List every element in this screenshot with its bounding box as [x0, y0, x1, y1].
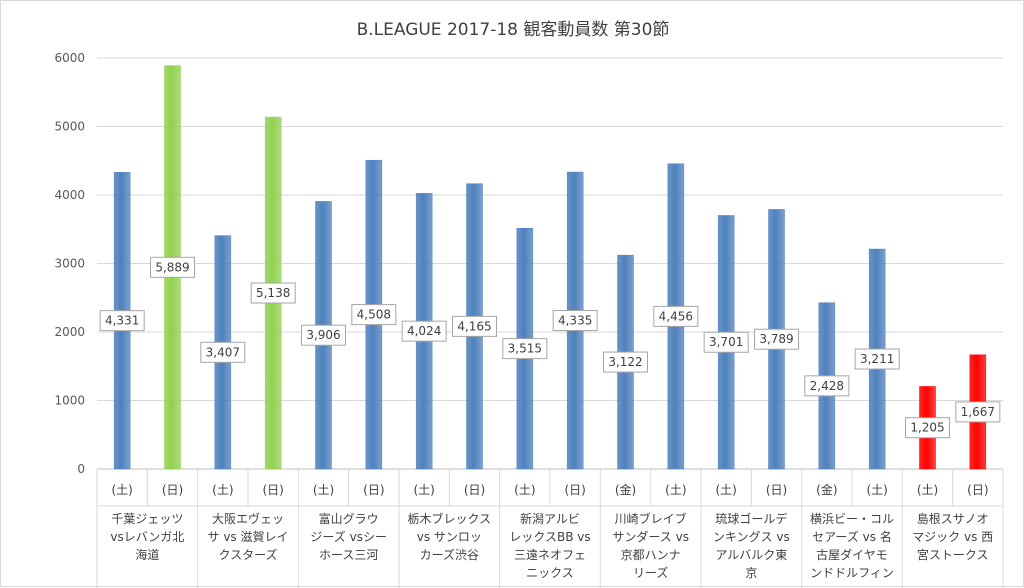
day-label: (土) — [715, 483, 736, 497]
data-label-box — [703, 331, 749, 353]
data-label-box — [351, 304, 397, 326]
matchup-label: 古屋ダイヤモ — [816, 547, 888, 562]
matchup-label: マジック vs 西 — [912, 530, 993, 544]
data-label: 3,122 — [608, 355, 642, 369]
data-label-box — [955, 401, 1001, 423]
matchup-label: 海道 — [135, 547, 159, 562]
matchup-label: リーズ — [633, 565, 668, 580]
day-label: (日) — [564, 483, 585, 497]
day-label: (土) — [866, 483, 887, 497]
day-label: (金) — [816, 482, 837, 497]
matchup-label: ンドドルフィン — [810, 566, 894, 580]
data-label-box — [804, 375, 850, 397]
matchup-label: 島根スサノオ — [917, 511, 989, 526]
matchup-label: 新潟アルビ — [520, 511, 580, 526]
matchup-label: ホース三河 — [319, 548, 378, 562]
data-label: 3,407 — [206, 345, 240, 359]
data-label: 4,165 — [457, 319, 491, 333]
data-label: 3,789 — [759, 332, 793, 346]
data-label: 4,024 — [407, 324, 441, 338]
data-label: 4,456 — [659, 309, 693, 323]
matchup-label: サンダース vs — [612, 529, 689, 544]
matchup-label: vsレバンガ北 — [110, 530, 184, 544]
y-tick-label: 5000 — [54, 120, 85, 134]
data-label: 2,428 — [810, 379, 844, 393]
matchup-label: 横浜ビー・コル — [810, 512, 894, 526]
data-label-box — [200, 341, 246, 363]
matchup-label: レックスBB vs — [509, 530, 590, 544]
day-label: (金) — [615, 482, 636, 497]
day-label: (土) — [514, 483, 535, 497]
y-tick-label: 1000 — [54, 394, 85, 408]
data-label-box — [99, 310, 145, 332]
matchup-label: ンキングス vs — [713, 530, 790, 544]
matchup-label: 三遠ネオフェ — [514, 548, 586, 562]
data-label: 3,211 — [860, 352, 894, 366]
matchup-label: 宮ストークス — [917, 547, 989, 562]
matchup-label: 琉球ゴールデ — [715, 511, 787, 526]
day-label: (土) — [111, 483, 132, 497]
day-label: (日) — [363, 483, 384, 497]
data-label-box — [452, 315, 497, 337]
data-label: 5,889 — [155, 260, 189, 274]
data-label: 4,331 — [105, 314, 139, 328]
data-labels: 4,331 5,889 3,407 5,138 3,906 4,508 4,024 4,165… — [99, 256, 1001, 439]
data-label-box — [502, 338, 548, 360]
day-label: (土) — [665, 483, 686, 497]
matchup-label: 富山グラウ — [319, 511, 379, 526]
day-label: (土) — [212, 483, 233, 497]
matchup-label: 栃木ブレックス — [408, 511, 492, 526]
day-label: (日) — [766, 483, 787, 497]
gridlines — [97, 57, 1003, 470]
day-label: (日) — [262, 483, 283, 497]
matchup-label: サ vs 滋賀レイ — [208, 530, 289, 544]
matchup-label: クスターズ — [218, 547, 277, 562]
data-label-box — [250, 282, 296, 304]
matchup-label: 京 — [745, 566, 757, 580]
chart-title: B.LEAGUE 2017-18 観客動員数 第30節 — [357, 20, 670, 40]
data-label: 4,335 — [558, 314, 592, 328]
data-label: 4,508 — [357, 308, 391, 322]
data-label: 3,701 — [709, 335, 743, 349]
y-tick-label: 0 — [77, 462, 85, 476]
data-label-box — [653, 305, 699, 327]
matchup-label: ジーズ vsシー — [310, 529, 387, 544]
matchup-label: 京都ハンナ — [621, 548, 681, 562]
matchup-label: 千葉ジェッツ — [111, 512, 183, 526]
y-tick-label: 2000 — [54, 325, 85, 339]
data-label: 1,667 — [961, 405, 995, 419]
matchup-label: 川崎ブレイブ — [615, 511, 687, 526]
y-axis-ticks: 0 1000 2000 3000 4000 5000 6000 — [54, 51, 85, 476]
data-label-box — [854, 348, 900, 370]
day-label: (日) — [162, 483, 183, 497]
data-label-box — [301, 324, 346, 346]
data-label-box — [552, 310, 598, 332]
data-label-box — [603, 351, 648, 373]
matchup-label: 大阪エヴェッ — [212, 511, 284, 526]
y-tick-label: 3000 — [54, 257, 85, 271]
day-label: (土) — [917, 483, 938, 497]
matchup-label: セアーズ vs 名 — [812, 529, 892, 544]
y-tick-label: 4000 — [54, 188, 85, 202]
data-label: 5,138 — [256, 286, 290, 300]
data-label-box — [401, 320, 447, 342]
matchup-label: vs サンロッ — [417, 530, 482, 544]
data-label-box — [754, 328, 799, 350]
y-tick-label: 6000 — [54, 51, 85, 65]
day-label: (日) — [967, 483, 988, 497]
data-label: 1,205 — [910, 421, 944, 435]
day-label: (日) — [464, 483, 485, 497]
day-label: (土) — [413, 483, 434, 497]
x-axis: (土) (日) (土) (日) (土) (日) (土) (日) (土) (日) (金) (土) (土) (… — [96, 469, 1004, 588]
data-label-box — [150, 256, 195, 278]
matchup-label: ニックス — [526, 566, 574, 580]
matchup-label: カーズ渋谷 — [420, 547, 479, 562]
data-label: 3,515 — [508, 342, 542, 356]
matchup-label: アルバルク東 — [715, 548, 787, 562]
data-label: 3,906 — [306, 328, 340, 342]
day-label: (土) — [313, 483, 334, 497]
data-label-box — [905, 417, 950, 439]
